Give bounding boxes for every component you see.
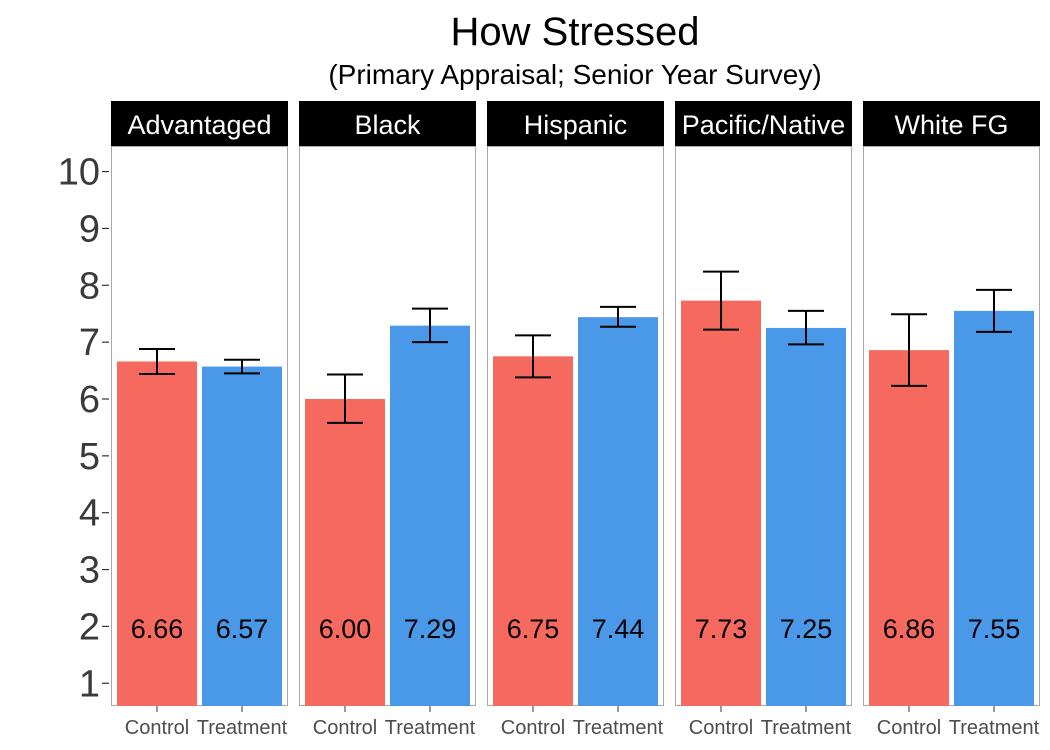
y-tick-label: 3 [79, 550, 100, 592]
facet-strip [863, 101, 1040, 146]
y-tick-label: 7 [79, 322, 100, 364]
panel-border [863, 146, 1040, 706]
facet-strip-label: White FG [894, 110, 1008, 140]
bar-value-label: 7.29 [404, 614, 457, 644]
error-bar [327, 373, 363, 424]
facet-strip [111, 101, 288, 146]
facet-strip [487, 101, 664, 146]
y-tick-label: 6 [79, 379, 100, 421]
facet-panel-0: Advantaged 6.66 Control 6.57 Treatment [111, 101, 288, 739]
error-bar [600, 305, 636, 328]
facet-strip-label: Hispanic [524, 110, 628, 140]
facet-panel-2: Hispanic 6.75 Control 7.44 Treatment [487, 101, 664, 739]
error-bar [515, 334, 551, 379]
x-tick-label: Treatment [761, 717, 852, 739]
bar-treatment [954, 310, 1034, 706]
error-bar [703, 270, 739, 331]
error-bar [224, 358, 260, 375]
facet-strip-label: Black [354, 110, 421, 140]
error-bar [788, 309, 824, 346]
y-tick-label: 5 [79, 436, 100, 478]
panel-border [111, 146, 288, 706]
bar-value-label: 7.25 [780, 614, 833, 644]
x-tick-label: Treatment [385, 717, 476, 739]
bar-value-label: 7.73 [695, 614, 748, 644]
bar-value-label: 6.00 [319, 614, 372, 644]
x-tick-label: Control [125, 717, 189, 739]
facet-strip [299, 101, 476, 146]
bar-treatment [766, 327, 846, 706]
bar-treatment [578, 317, 658, 706]
facet-strip-label: Advantaged [127, 110, 271, 140]
chart-subtitle: (Primary Appraisal; Senior Year Survey) [328, 59, 821, 90]
facet-panels: Advantaged 6.66 Control 6.57 Treatment Black 6… [111, 101, 1040, 739]
error-bar [891, 313, 927, 387]
facet-strip [675, 101, 852, 146]
bar-control [869, 350, 949, 706]
x-tick-label: Control [313, 717, 377, 739]
x-tick-label: Control [877, 717, 941, 739]
x-tick-label: Control [689, 717, 753, 739]
facet-panel-1: Black 6.00 Control 7.29 Treatment [299, 101, 476, 739]
facet-strip-label: Pacific/Native [682, 110, 846, 140]
chart-title: How Stressed [451, 10, 700, 54]
y-tick-label: 9 [79, 208, 100, 250]
y-tick-label: 4 [79, 493, 100, 535]
error-bar [139, 347, 175, 375]
bar-control [117, 361, 197, 706]
y-tick-label: 2 [79, 606, 100, 648]
bar-value-label: 6.75 [507, 614, 560, 644]
bar-control [681, 300, 761, 706]
bar-value-label: 6.57 [216, 614, 269, 644]
x-tick-label: Treatment [197, 717, 288, 739]
facet-panel-4: White FG 6.86 Control 7.55 Treatment [863, 101, 1040, 739]
panel-border [487, 146, 664, 706]
bar-treatment [390, 325, 470, 706]
bar-control [493, 356, 573, 706]
panel-border [299, 146, 476, 706]
error-bar [976, 288, 1012, 333]
x-tick-label: Treatment [573, 717, 664, 739]
y-tick-label: 1 [79, 663, 100, 705]
x-tick-label: Control [501, 717, 565, 739]
facet-panel-3: Pacific/Native 7.73 Control 7.25 Treatment [675, 101, 852, 739]
error-bar [412, 307, 448, 344]
bar-value-label: 6.86 [883, 614, 936, 644]
bar-control [305, 398, 385, 706]
y-tick-label: 10 [58, 152, 100, 194]
y-tick-label: 8 [79, 265, 100, 307]
x-tick-label: Treatment [949, 717, 1040, 739]
bar-value-label: 7.55 [968, 614, 1021, 644]
bar-treatment [202, 366, 282, 706]
panel-border [675, 146, 852, 706]
y-axis: 1 2 3 4 5 6 7 8 9 10 [58, 152, 109, 705]
bar-value-label: 6.66 [131, 614, 184, 644]
bar-value-label: 7.44 [592, 614, 645, 644]
